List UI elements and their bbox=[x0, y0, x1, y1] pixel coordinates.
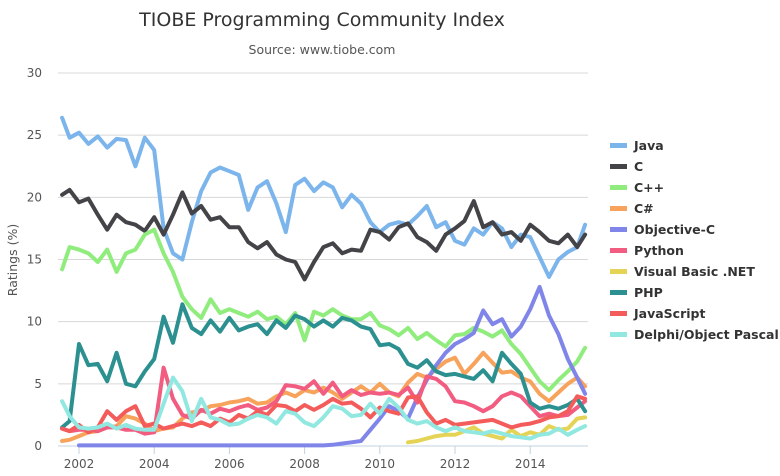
legend-swatch bbox=[610, 206, 627, 211]
legend-item[interactable]: Visual Basic .NET bbox=[610, 264, 755, 279]
x-tick-label: 2002 bbox=[64, 457, 95, 471]
chart-title: TIOBE Programming Community Index bbox=[138, 9, 505, 31]
legend-swatch bbox=[610, 227, 627, 232]
legend-swatch bbox=[610, 290, 627, 295]
legend-label: PHP bbox=[634, 285, 663, 300]
legend-item[interactable]: PHP bbox=[610, 285, 663, 300]
series-line-python[interactable] bbox=[60, 365, 588, 436]
legend-swatch bbox=[610, 311, 627, 316]
x-tick-label: 2012 bbox=[440, 457, 471, 471]
series-line-php[interactable] bbox=[60, 302, 588, 430]
legend-label: C++ bbox=[634, 180, 664, 195]
y-tick-label: 20 bbox=[27, 190, 42, 204]
x-tick-label: 2004 bbox=[139, 457, 170, 471]
legend-swatch bbox=[610, 269, 627, 274]
y-tick-label: 25 bbox=[27, 128, 42, 142]
legend-label: Java bbox=[633, 138, 664, 153]
legend-swatch bbox=[610, 332, 627, 337]
x-tick-label: 2006 bbox=[214, 457, 245, 471]
legend-swatch bbox=[610, 248, 627, 253]
y-tick-label: 30 bbox=[27, 66, 42, 80]
series-line-javascript[interactable] bbox=[60, 394, 588, 435]
legend-swatch bbox=[610, 164, 627, 169]
legend-item[interactable]: C bbox=[610, 159, 643, 174]
legend-swatch bbox=[610, 185, 627, 190]
legend-label: JavaScript bbox=[633, 306, 705, 321]
legend-item[interactable]: Objective-C bbox=[610, 222, 715, 237]
x-tick-label: 2014 bbox=[515, 457, 546, 471]
series-line-c-[interactable] bbox=[60, 227, 588, 393]
x-tick-label: 2008 bbox=[289, 457, 320, 471]
series-line-objective-c[interactable] bbox=[77, 284, 588, 448]
legend-label: Visual Basic .NET bbox=[634, 264, 755, 279]
legend-item[interactable]: C# bbox=[610, 201, 654, 216]
series-line-c[interactable] bbox=[60, 187, 588, 282]
series-line-delphi-object-pascal[interactable] bbox=[60, 375, 588, 441]
y-tick-label: 15 bbox=[27, 253, 42, 267]
legend-label: Objective-C bbox=[634, 222, 715, 237]
chart-subtitle: Source: www.tiobe.com bbox=[249, 42, 396, 57]
legend-item[interactable]: C++ bbox=[610, 180, 664, 195]
legend-label: Python bbox=[634, 243, 684, 258]
y-tick-label: 5 bbox=[34, 377, 42, 391]
y-tick-label: 10 bbox=[27, 315, 42, 329]
series-line-java[interactable] bbox=[60, 115, 588, 279]
y-tick-label: 0 bbox=[34, 439, 42, 453]
legend-label: C# bbox=[634, 201, 654, 216]
legend: Java C C++ C# Objective-C Python Visual Basic … bbox=[610, 138, 779, 342]
series-lines bbox=[60, 115, 588, 448]
legend-item[interactable]: Java bbox=[610, 138, 664, 153]
legend-label: C bbox=[634, 159, 643, 174]
legend-item[interactable]: Delphi/Object Pascal bbox=[610, 327, 779, 342]
x-tick-label: 2010 bbox=[365, 457, 396, 471]
legend-label: Delphi/Object Pascal bbox=[634, 327, 779, 342]
grid-lines bbox=[58, 72, 588, 385]
legend-item[interactable]: JavaScript bbox=[610, 306, 705, 321]
y-axis-label: Ratings (%) bbox=[5, 224, 20, 296]
legend-swatch bbox=[610, 143, 627, 148]
y-axis-ticks: 0 5 10 15 20 25 30 bbox=[27, 66, 42, 453]
x-axis-ticks: 2002 2004 2006 2008 2010 2012 2014 bbox=[64, 446, 546, 471]
legend-item[interactable]: Python bbox=[610, 243, 684, 258]
